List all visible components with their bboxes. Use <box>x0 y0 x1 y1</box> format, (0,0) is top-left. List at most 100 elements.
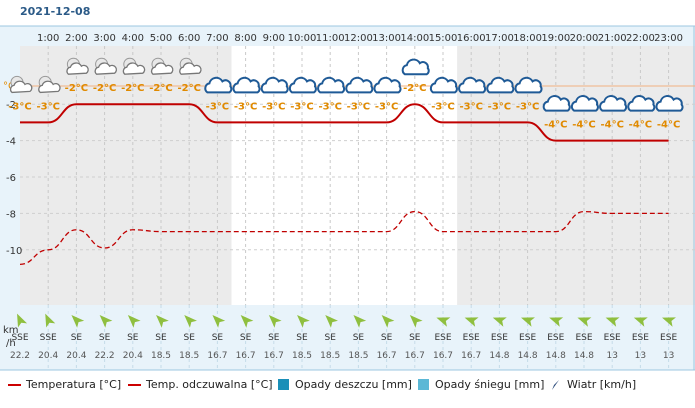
y-tick-label: -8 <box>6 209 16 220</box>
wind-direction-label: ESE <box>434 333 451 343</box>
axis-column <box>0 26 20 370</box>
temperature-label: -2°C <box>93 83 116 94</box>
wind-speed-label: 18.5 <box>179 351 199 361</box>
wind-arrow-icon <box>464 317 479 327</box>
legend-label: Opady śniegu [mm] <box>435 378 545 391</box>
wind-arrow-icon <box>184 315 197 328</box>
hour-header <box>20 26 695 46</box>
wind-direction-label: SE <box>268 333 280 343</box>
wind-arrow-icon <box>549 317 564 327</box>
wind-speed-label: 16.7 <box>207 351 227 361</box>
dashed-red-line-icon <box>128 383 141 386</box>
night-cloudy-icon <box>9 75 33 94</box>
hour-label: 9:00 <box>263 33 285 44</box>
wind-arrow-icon <box>521 317 535 327</box>
hour-label: 16:00 <box>457 33 486 44</box>
legend-item-temperature[interactable]: Temperatura [°C] <box>8 378 121 391</box>
cloud-icon <box>345 76 374 94</box>
hour-label: 23:00 <box>654 33 683 44</box>
cloud-icon <box>204 76 233 94</box>
hour-label: 18:00 <box>513 33 542 44</box>
wind-arrow-icon <box>71 315 85 328</box>
night-cloudy-icon <box>38 75 61 94</box>
cloud-icon <box>655 95 684 112</box>
wind-arrow-icon <box>605 317 620 327</box>
wind-speed-label: 13 <box>606 351 617 361</box>
cloud-icon <box>627 95 656 112</box>
feels-like-line <box>19 210 669 266</box>
y-tick-label: -4 <box>6 137 16 148</box>
temperature-label: -4°C <box>544 120 567 131</box>
hour-label: 11:00 <box>316 33 345 44</box>
wind-direction-label: SE <box>353 333 365 343</box>
hour-label: 2:00 <box>65 33 87 44</box>
wind-arrow-icon <box>127 315 141 328</box>
cloud-icon <box>542 95 571 112</box>
temperature-label: -4°C <box>600 120 623 131</box>
night-cloudy-icon <box>122 57 146 75</box>
y-tick-label: -2 <box>6 100 16 111</box>
wind-arrow-icon <box>577 317 592 327</box>
cloud-icon <box>317 76 346 94</box>
wind-speed-label: 16.7 <box>433 351 453 361</box>
temperature-label: -3°C <box>206 101 229 112</box>
temperature-label: -3°C <box>8 101 31 112</box>
hour-label: 4:00 <box>122 33 144 44</box>
chart-background <box>0 25 695 371</box>
hour-label: 10:00 <box>288 33 317 44</box>
temperature-labels: -3°C -3°C -2°C -2°C -2°C -2°C -2°C -3°C -3°C -3°C… <box>8 83 680 130</box>
wind-arrow-icon <box>268 315 282 328</box>
wind-arrow-icon <box>156 315 169 328</box>
y-tick-label: -6 <box>6 173 16 184</box>
wind-arrow-icon <box>45 313 56 328</box>
legend-item-wind[interactable]: Wiatr [km/h] <box>549 378 636 391</box>
temperature-label: -3°C <box>290 101 313 112</box>
wind-direction-label: SE <box>99 333 111 343</box>
temperature-label: -4°C <box>657 120 680 131</box>
legend-label: Wiatr [km/h] <box>567 378 637 391</box>
wind-direction-label: ESE <box>547 333 564 343</box>
wind-direction-label: SE <box>127 333 139 343</box>
hour-label: 3:00 <box>93 33 115 44</box>
cloud-icon <box>232 76 261 94</box>
legend-item-snow[interactable]: Opady śniegu [mm] <box>418 378 544 391</box>
rain-box-icon <box>278 379 289 390</box>
wind-speed-label: 20.4 <box>66 351 86 361</box>
y-tick-label: -10 <box>6 246 22 257</box>
hour-label: 19:00 <box>541 33 570 44</box>
temperature-label: -3°C <box>431 101 454 112</box>
wind-speed-label: 18.5 <box>320 351 340 361</box>
wind-arrow-icon <box>99 315 113 328</box>
cloud-icon <box>514 76 543 94</box>
wind-arrow-icon <box>436 317 451 327</box>
temperature-label: -4°C <box>572 120 595 131</box>
legend-item-feels-like[interactable]: Temp. odczuwalna [°C] <box>128 378 273 391</box>
wind-speed-label: 13 <box>663 351 674 361</box>
wind-unit-label: /h <box>6 338 16 349</box>
legend-item-rain[interactable]: Opady deszczu [mm] <box>278 378 412 391</box>
cloud-icon <box>260 76 289 94</box>
night-cloudy-icon <box>150 57 174 75</box>
wind-arrow-icon <box>17 313 28 328</box>
y-unit-label: °C <box>3 81 15 92</box>
wind-arrow-icon <box>381 315 395 328</box>
snow-box-icon <box>418 379 429 390</box>
hour-label: 17:00 <box>485 33 514 44</box>
wind-direction-label: ESE <box>604 333 621 343</box>
wind-arrow-icon <box>240 315 254 328</box>
wind-direction-label: SSE <box>40 333 57 343</box>
cloud-icon <box>373 76 402 94</box>
wind-arrow-icon <box>552 379 559 390</box>
legend: Temperatura [°C] Temp. odczuwalna [°C] O… <box>0 372 695 398</box>
wind-direction-label: ESE <box>463 333 480 343</box>
cloud-icon <box>599 95 628 112</box>
cloud-icon <box>401 58 430 76</box>
wind-direction-label: SE <box>296 333 308 343</box>
y-axis: -2 -4 -6 -8 -10 °C km/h <box>3 81 22 349</box>
wind-direction-label: SE <box>240 333 252 343</box>
wind-direction-label: SE <box>155 333 167 343</box>
wind-arrow-icon <box>325 315 338 328</box>
hour-axis: 1:00 2:00 3:00 4:00 5:00 6:00 7:00 8:00 9:00 10:0… <box>37 33 683 44</box>
forecast-date: 2021-12-08 <box>20 5 91 18</box>
temperature-label: -3°C <box>234 101 257 112</box>
